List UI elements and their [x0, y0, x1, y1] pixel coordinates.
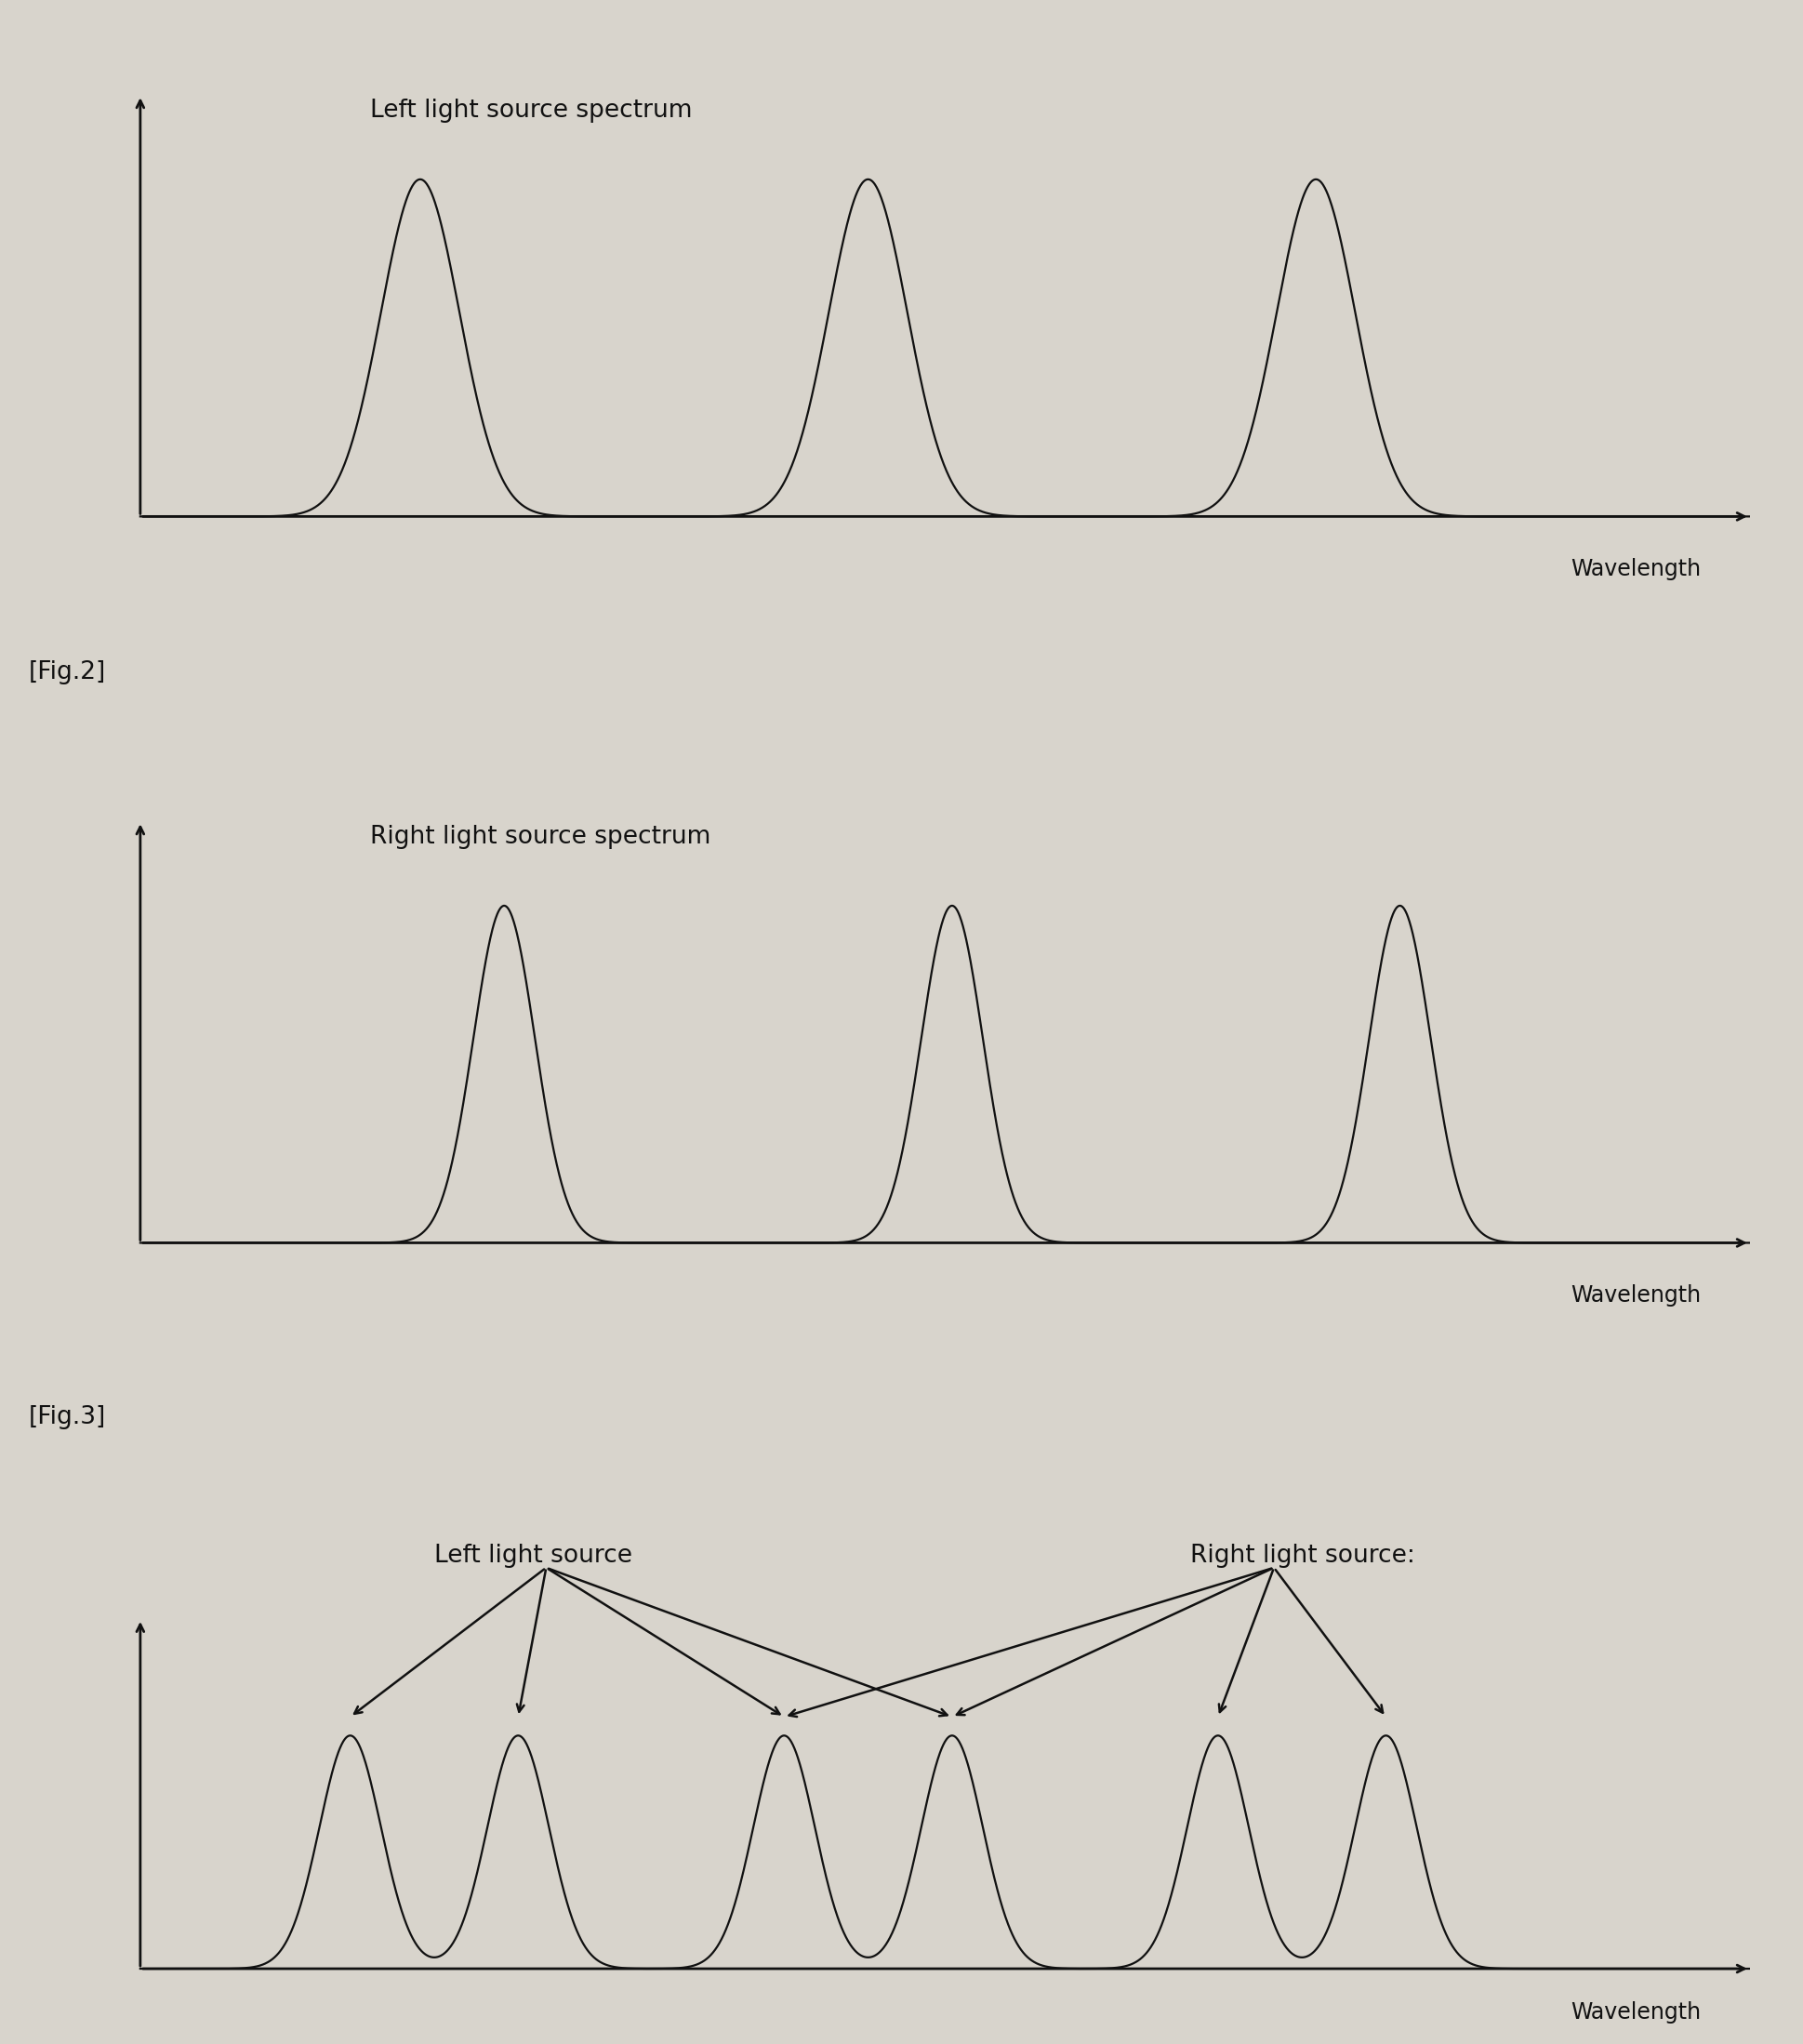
Text: Left light source spectrum: Left light source spectrum: [370, 98, 692, 123]
Text: [Fig.2]: [Fig.2]: [29, 660, 106, 685]
Text: Right light source:: Right light source:: [1190, 1543, 1414, 1568]
Text: Right light source spectrum: Right light source spectrum: [370, 826, 710, 850]
Text: Wavelength: Wavelength: [1570, 558, 1700, 580]
Text: Wavelength: Wavelength: [1570, 2001, 1700, 2024]
Text: Left light source: Left light source: [435, 1543, 631, 1568]
Text: [Fig.3]: [Fig.3]: [29, 1406, 106, 1429]
Text: Wavelength: Wavelength: [1570, 1284, 1700, 1306]
